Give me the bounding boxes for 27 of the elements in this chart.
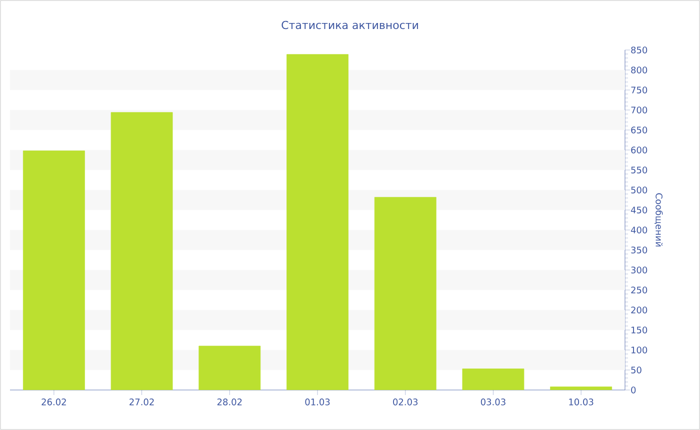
y-tick-label: 150 bbox=[632, 326, 648, 334]
chart-title: Статистика активности bbox=[282, 20, 418, 30]
y-tick-label: 650 bbox=[631, 126, 648, 134]
y-tick-label: 400 bbox=[630, 226, 648, 234]
y-tick-label: 0 bbox=[631, 386, 636, 394]
x-tick-label: 28.02 bbox=[217, 398, 242, 406]
y-tick-label: 600 bbox=[631, 146, 648, 154]
y-tick-label: 350 bbox=[631, 246, 648, 254]
x-tick-label: 27.02 bbox=[130, 398, 154, 406]
y-tick-label: 700 bbox=[631, 106, 648, 114]
y-tick-label: 800 bbox=[631, 66, 648, 74]
x-tick-label: 26.02 bbox=[42, 398, 66, 406]
y-tick-label: 550 bbox=[631, 166, 648, 174]
y-tick-label: 250 bbox=[631, 286, 648, 294]
y-tick-label: 300 bbox=[631, 266, 648, 274]
y-tick-label: 850 bbox=[631, 46, 648, 54]
y-tick-label: 750 bbox=[631, 86, 648, 94]
y-tick-label: 500 bbox=[631, 186, 648, 194]
x-tick-label: 03.03 bbox=[480, 398, 506, 406]
y-tick-label: 100 bbox=[632, 346, 648, 354]
y-tick-label: 50 bbox=[631, 366, 642, 374]
x-tick-label: 10.03 bbox=[569, 398, 594, 406]
x-tick-label: 01.03 bbox=[305, 398, 330, 406]
y-axis-title: Сообщений bbox=[654, 193, 663, 246]
x-tick-label: 02.03 bbox=[393, 398, 418, 406]
y-tick-label: 450 bbox=[630, 206, 648, 214]
y-tick-label: 200 bbox=[631, 306, 648, 314]
